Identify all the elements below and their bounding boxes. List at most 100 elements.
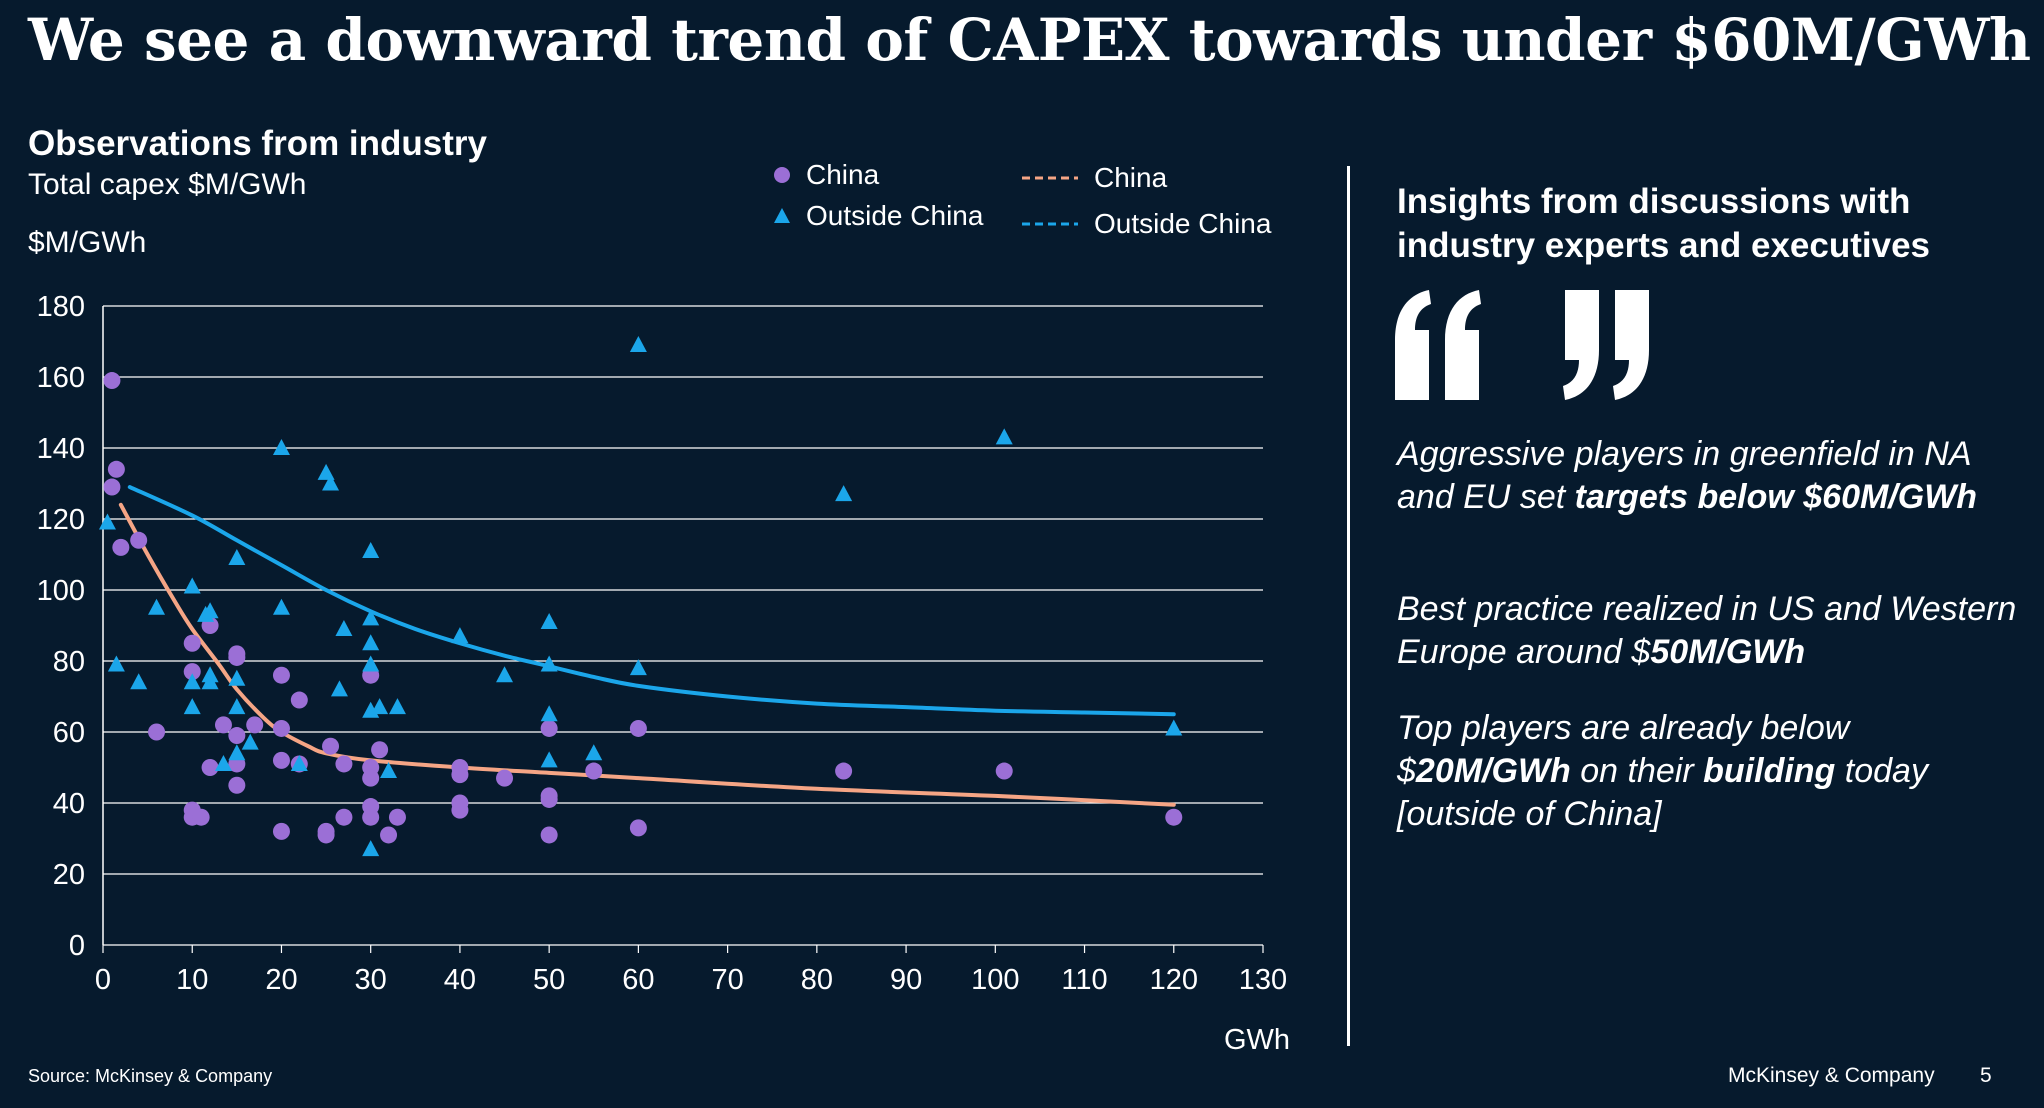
- china-data-point: [335, 755, 353, 773]
- outside-china-data-point: [272, 598, 290, 615]
- x-tick-label: 70: [711, 964, 743, 996]
- china-data-point: [322, 737, 340, 755]
- x-tick-label: 60: [622, 964, 654, 996]
- x-tick-label: 100: [971, 964, 1019, 996]
- outside-china-data-point: [228, 744, 246, 761]
- outside-china-data-point: [107, 655, 125, 672]
- outside-china-data-point: [835, 485, 853, 502]
- x-tick-label: 10: [176, 964, 208, 996]
- outside-china-data-point: [183, 698, 201, 715]
- china-data-point: [540, 826, 558, 844]
- insight-emphasis: building: [1703, 752, 1836, 790]
- x-tick-label: 130: [1239, 964, 1287, 996]
- outside-china-data-point: [362, 634, 380, 651]
- china-data-point: [272, 822, 290, 840]
- china-data-point: [103, 372, 121, 390]
- chart-subtitle: Total capex $M/GWh: [28, 168, 307, 201]
- china-data-point: [107, 460, 125, 478]
- footer-source: Source: McKinsey & Company: [28, 1066, 273, 1086]
- x-tick-label: 90: [890, 964, 922, 996]
- outside-china-data-point: [335, 620, 353, 637]
- china-data-point: [192, 808, 210, 826]
- y-tick-label: 40: [53, 788, 85, 820]
- outside-china-data-point: [183, 577, 201, 594]
- china-data-point: [246, 716, 264, 734]
- y-tick-label: 20: [53, 859, 85, 891]
- outside-china-data-point: [995, 428, 1013, 445]
- x-tick-label: 0: [95, 964, 111, 996]
- china-data-point: [496, 769, 514, 787]
- china-data-point: [835, 762, 853, 780]
- x-tick-label: 30: [355, 964, 387, 996]
- y-tick-label: 120: [37, 504, 85, 536]
- y-tick-label: 100: [37, 575, 85, 607]
- china-data-point: [540, 719, 558, 737]
- legend-china-points: China: [772, 159, 879, 191]
- outside-china-data-point: [241, 733, 259, 750]
- legend-china-trend-label: China: [1094, 162, 1168, 193]
- y-tick-label: 80: [53, 646, 85, 678]
- legend-outside-china-points: Outside China: [772, 200, 983, 232]
- slide-title: We see a downward trend of CAPEX towards…: [28, 6, 2031, 74]
- insight-emphasis: targets below $60M/GWh: [1574, 478, 1978, 516]
- outside-china-data-point: [214, 754, 232, 771]
- outside-china-data-point: [183, 673, 201, 690]
- outside-china-data-point: [371, 698, 389, 715]
- insight-emphasis: 50M/GWh: [1650, 633, 1806, 671]
- x-tick-label: 110: [1061, 964, 1107, 996]
- y-tick-label: 0: [69, 930, 85, 962]
- outside-china-data-point: [330, 680, 348, 697]
- outside-china-data-point: [322, 474, 340, 491]
- china-data-point: [272, 666, 290, 684]
- china-data-point: [272, 719, 290, 737]
- y-axis-unit-label: $M/GWh: [28, 226, 147, 259]
- insight-3: Top players are already below $20M/GWh o…: [1397, 707, 2017, 836]
- x-tick-label: 40: [444, 964, 476, 996]
- insight-text: on their: [1570, 752, 1704, 790]
- y-tick-label: 180: [37, 291, 85, 323]
- china-data-point: [371, 741, 389, 759]
- china-data-point: [103, 478, 121, 496]
- outside-china-data-point: [130, 673, 148, 690]
- outside-china-data-point: [228, 549, 246, 566]
- outside-china-data-point: [380, 762, 398, 779]
- insight-text: Aggressive players in greenfield in NA a…: [1397, 435, 1971, 516]
- chart-heading: Observations from industry: [28, 124, 487, 163]
- outside-china-data-point: [98, 513, 116, 530]
- dashed-line-icon: [1022, 176, 1078, 180]
- outside-china-data-point: [540, 612, 558, 629]
- china-data-point: [995, 762, 1013, 780]
- china-data-point: [335, 808, 353, 826]
- outside-china-data-point: [148, 598, 166, 615]
- x-tick-label: 50: [533, 964, 565, 996]
- x-axis-label: GWh: [1224, 1024, 1290, 1056]
- china-data-point: [1165, 808, 1183, 826]
- y-tick-label: 140: [37, 433, 85, 465]
- scatter-chart: 0 20 40 60 80 100 120 140 160 180 0 10 20 30 40 50 60 70 8…: [37, 291, 1290, 1056]
- y-tick-label: 60: [53, 717, 85, 749]
- china-data-point: [540, 790, 558, 808]
- outside-china-data-point: [362, 840, 380, 857]
- vertical-divider: [1347, 166, 1350, 1046]
- insight-text: Top players are already below $: [1397, 709, 1850, 790]
- china-data-point: [201, 759, 219, 776]
- china-data-point: [130, 531, 148, 549]
- china-data-point: [272, 751, 290, 769]
- outside-china-data-point: [388, 698, 406, 715]
- insights-title: Insights from discussions with industry …: [1397, 182, 1930, 265]
- outside-china-data-point: [228, 698, 246, 715]
- insight-emphasis: 20M/GWh: [1415, 752, 1571, 790]
- china-data-point: [317, 822, 335, 840]
- dashed-line-icon: [1022, 222, 1078, 226]
- insight-2: Best practice realized in US and Western…: [1397, 588, 2017, 674]
- outside-china-data-point: [362, 655, 380, 672]
- china-data-point: [228, 645, 246, 663]
- triangle-marker-icon: [774, 208, 790, 223]
- x-tick-label: 80: [801, 964, 833, 996]
- china-data-point: [228, 727, 246, 745]
- x-tick-label: 20: [265, 964, 297, 996]
- china-data-point: [148, 723, 166, 741]
- china-data-point: [362, 808, 380, 826]
- legend-outside-china-trend: Outside China: [1020, 208, 1271, 240]
- china-data-point: [183, 634, 201, 652]
